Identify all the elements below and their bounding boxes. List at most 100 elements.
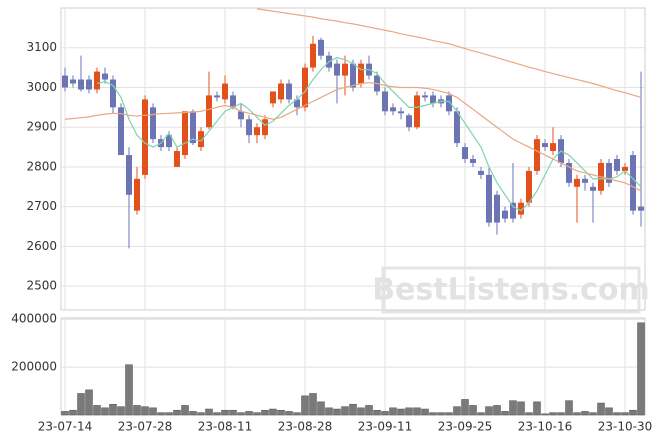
volume-bar [485,406,493,416]
volume-bar [477,412,485,416]
candle-body [190,111,196,144]
candle-body [198,131,204,148]
volume-bar [173,409,181,416]
candle-body [182,111,188,156]
candle-body [430,95,436,104]
volume-bar [141,406,149,416]
volume-bar [381,411,389,416]
candle-body [350,63,356,88]
volume-bar [101,407,109,416]
volume-bar [437,412,445,416]
x-tick-label: 23-10-16 [518,420,572,434]
volume-bar [421,408,429,416]
candle-body [94,71,100,90]
volume-bar [61,411,69,416]
candle-body [126,155,132,195]
candle-body [462,147,468,159]
volume-bar [341,406,349,416]
candle-body [278,83,284,100]
candle-body [102,73,108,80]
x-tick-label: 23-09-25 [438,420,492,434]
candle-body [286,83,292,100]
volume-bar [85,389,93,416]
candle-body [134,178,140,211]
volume-bar [509,400,517,416]
candle-body [246,119,252,136]
plot-frame [60,7,646,311]
volume-bar [349,403,357,416]
candle-body [118,107,124,156]
y-tick-label: 200000 [11,360,57,374]
volume-bar [365,405,373,416]
volume-bar [405,407,413,416]
candle-body [622,166,628,171]
x-tick-label: 23-08-11 [198,420,252,434]
volume-bar [125,364,133,416]
candle-body [510,202,516,219]
volume-bar [637,322,645,416]
candle-body [206,95,212,128]
candle-body [334,63,340,76]
volume-bar [589,412,597,416]
candle-body [318,39,324,56]
watermark: BestListens.com [372,273,650,308]
candle-body [310,43,316,68]
candle-body [606,162,612,183]
volume-bar [189,411,197,416]
volume-bar [453,406,461,416]
volume-bar [629,409,637,416]
candle-body [630,155,636,211]
volume-bar [237,412,245,416]
volume-bar [261,409,269,416]
plot-frame [60,317,646,416]
volume-bar [149,407,157,416]
volume-bar [109,403,117,416]
candle-body [342,63,348,76]
volume-bar [565,400,573,416]
candle-body [518,202,524,215]
volume-bar [77,393,85,416]
volume-bar [133,405,141,416]
candle-body [70,79,76,84]
volume-bar [117,406,125,416]
x-tick-label: 23-10-30 [598,420,652,434]
candle-body [86,79,92,90]
candle-body [222,83,228,100]
candle-body [174,151,180,167]
volume-bar [389,407,397,416]
candle-body [110,79,116,108]
volume-bar [213,412,221,416]
y-tick-label: 2500 [26,279,57,293]
volume-bar [597,402,605,416]
candle-body [614,159,620,171]
volume-bar [333,408,341,416]
volume-bar [469,405,477,416]
volume-bar [165,412,173,416]
volume-bar [397,408,405,416]
volume-bar [285,411,293,416]
volume-bar [317,401,325,416]
candle-body [502,210,508,219]
watermark-box [381,266,641,314]
candle-body [62,75,68,88]
candle-body [294,99,300,108]
candle-body [78,79,84,90]
candle-body [390,107,396,112]
candle-body [150,107,156,140]
x-tick-label: 23-07-28 [118,420,172,434]
volume-bar [413,407,421,416]
volume-bar [525,412,533,416]
candle-body [486,174,492,223]
y-tick-label: 3100 [26,40,57,54]
moving-average-line [96,57,642,212]
x-tick-label: 23-08-28 [278,420,332,434]
volume-bar [493,405,501,416]
volume-bar [181,405,189,416]
volume-bar [541,413,549,416]
candle-body [166,135,172,148]
volume-bar [269,408,277,416]
x-tick-label: 23-07-14 [38,420,92,434]
volume-bar [229,409,237,416]
candle-body [542,143,548,148]
volume-bar [157,412,165,416]
